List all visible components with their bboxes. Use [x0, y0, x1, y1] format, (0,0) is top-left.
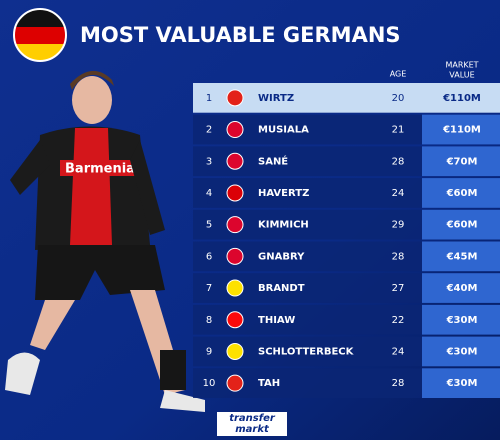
player-name: BRANDT [258, 283, 305, 294]
value-cell [422, 146, 500, 177]
club-badge [226, 152, 244, 170]
club-badge [226, 247, 244, 265]
player-name: TAH [258, 378, 280, 389]
rank: 7 [206, 283, 212, 294]
club-badge [226, 279, 244, 297]
logo-box [217, 412, 287, 436]
player-name: THIAW [258, 315, 295, 326]
rank: 5 [206, 220, 212, 231]
club-badge [226, 374, 244, 392]
value-cell [422, 368, 500, 398]
market-value: €30M [446, 378, 478, 389]
value-cell [422, 114, 500, 145]
value-cell [422, 241, 500, 272]
player-name: KIMMICH [258, 220, 309, 231]
club-badge [226, 216, 244, 234]
player-name: SANÉ [258, 154, 288, 167]
player-name: MUSIALA [258, 125, 309, 136]
age: 27 [392, 283, 405, 294]
market-value: €60M [446, 220, 478, 231]
rank: 2 [206, 125, 212, 136]
svg-text:Barmenia: Barmenia [65, 162, 135, 177]
title: MOST VALUABLE GERMANS [80, 23, 401, 47]
player-name: SCHLOTTERBECK [258, 346, 355, 357]
table: 1 WIRTZ 20 €110M 2 MUSIALA 21 €110M 3 SANÉ 28 €70M 4… [193, 83, 500, 398]
market-value: €30M [446, 346, 478, 357]
value-cell [422, 83, 500, 113]
rank: 1 [206, 93, 212, 104]
market-value: €30M [446, 315, 478, 326]
logo-text: markt [235, 424, 270, 435]
club-badge [226, 342, 244, 360]
age: 21 [392, 125, 405, 136]
club-badge [226, 311, 244, 329]
age: 28 [392, 378, 405, 389]
age: 29 [392, 220, 405, 231]
value-header: MARKET [445, 61, 478, 70]
value-header: VALUE [449, 71, 474, 80]
value-cell [422, 304, 500, 335]
flag-ring [13, 8, 67, 62]
market-value: €110M [442, 93, 481, 104]
value-cell [422, 209, 500, 240]
market-value: €45M [446, 251, 478, 262]
age: 20 [392, 93, 405, 104]
rank: 6 [206, 251, 212, 262]
age: 28 [392, 251, 405, 262]
player-illustration: Barmenia [5, 70, 205, 412]
rank: 3 [206, 156, 212, 167]
age: 22 [392, 315, 405, 326]
market-value: €60M [446, 188, 478, 199]
market-value: €40M [446, 283, 478, 294]
rank: 4 [206, 188, 212, 199]
club-badge [226, 184, 244, 202]
player-name: GNABRY [258, 251, 305, 262]
club-badge [226, 121, 244, 139]
age: 24 [392, 188, 405, 199]
value-cell [422, 178, 500, 208]
age-header: AGE [390, 70, 407, 79]
player-name: HAVERTZ [258, 188, 309, 199]
logo-text: transfer [229, 413, 276, 424]
rank: 9 [206, 346, 212, 357]
age: 28 [392, 156, 405, 167]
market-value: €70M [446, 156, 478, 167]
rank: 10 [203, 378, 216, 389]
player-name: WIRTZ [258, 93, 294, 104]
rank: 8 [206, 315, 212, 326]
value-cell [422, 336, 500, 367]
age: 24 [392, 346, 405, 357]
market-value: €110M [442, 125, 481, 136]
value-cell [422, 273, 500, 303]
club-badge [226, 89, 244, 107]
